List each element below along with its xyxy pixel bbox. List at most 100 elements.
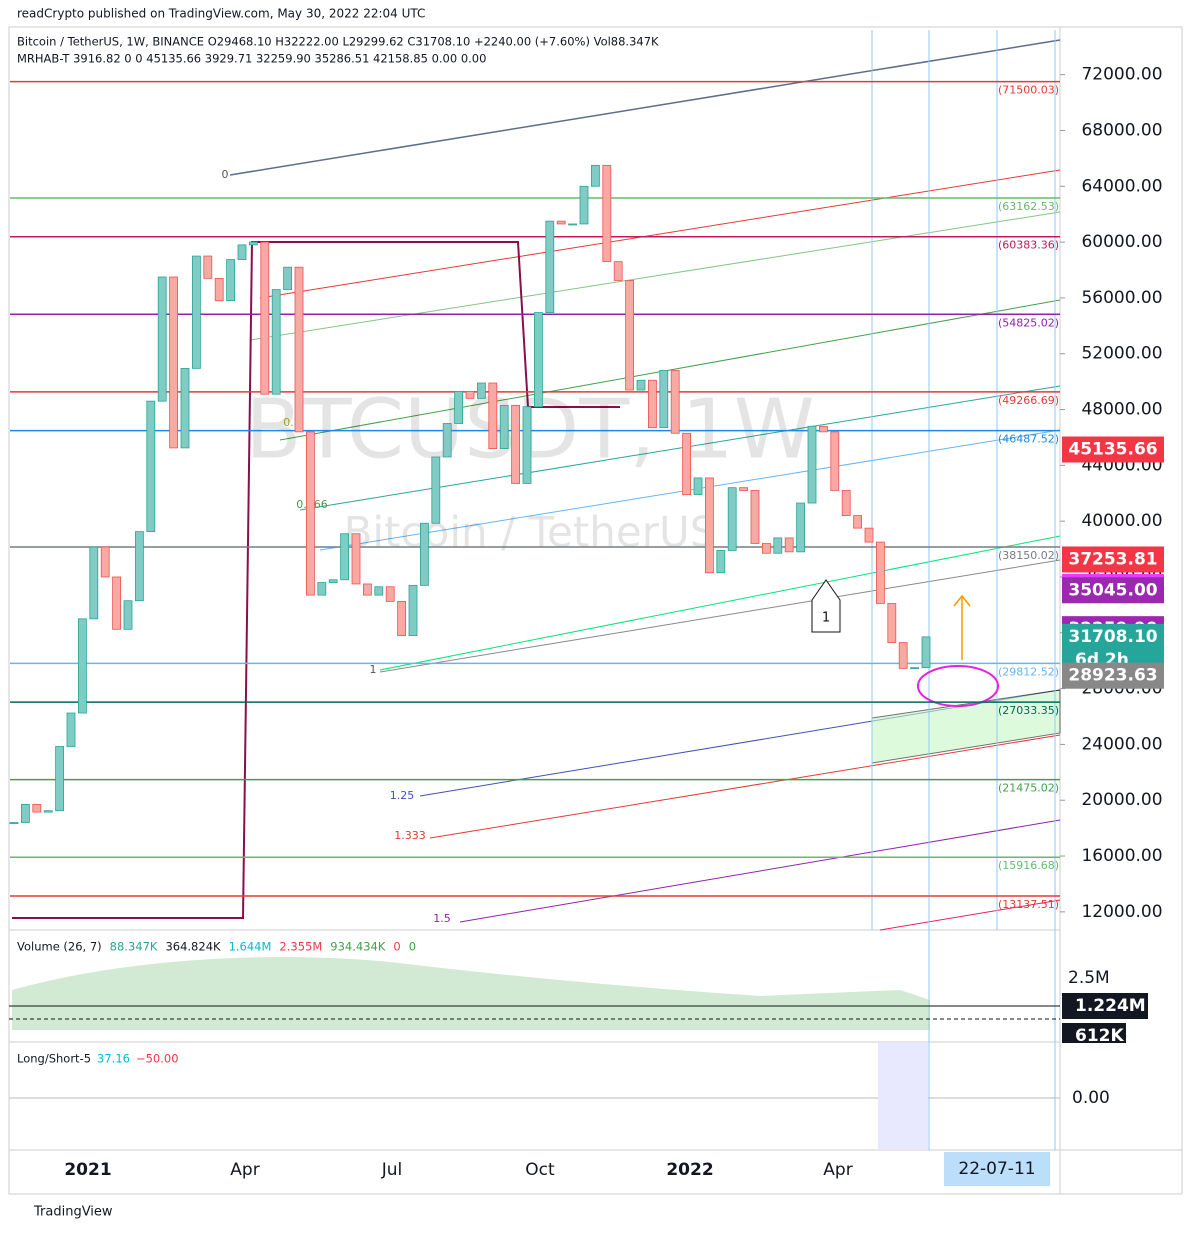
y-tick-label: 40000.00 — [1081, 511, 1162, 531]
candle-body — [545, 220, 555, 313]
ls-tick: 0.00 — [1072, 1088, 1110, 1108]
highlight-circle — [917, 665, 999, 707]
candle-body — [20, 804, 30, 823]
pane-legend: 934.434K — [330, 940, 386, 954]
arrow — [953, 594, 971, 660]
candle-body — [670, 370, 680, 434]
trend-line — [279, 299, 1061, 441]
candle-body — [214, 277, 224, 302]
x-tick-label: 2022 — [666, 1160, 713, 1180]
level-label: (46487.52) — [998, 433, 1059, 446]
volume-tick: 2.5M — [1068, 968, 1110, 988]
y-tick-label: 56000.00 — [1081, 288, 1162, 308]
candle-body — [283, 266, 293, 290]
price-badge-label: 45135.66 — [1068, 440, 1157, 460]
fib-label: 1 — [370, 663, 377, 676]
fib-label: 1.333 — [394, 829, 426, 842]
candle-body — [841, 490, 851, 516]
pane-legend: Volume (26, 7) — [17, 940, 102, 954]
candle-body — [43, 810, 53, 813]
trend-line — [429, 734, 1061, 839]
fib-label: 1.25 — [390, 789, 415, 802]
trend-line — [879, 899, 1061, 931]
candle-body — [682, 432, 691, 496]
trend-line — [229, 39, 1061, 176]
candle-body — [511, 404, 521, 484]
candle-body — [556, 220, 566, 225]
candle-body — [328, 579, 338, 583]
volume-badge — [1062, 993, 1148, 1019]
step-line — [12, 241, 620, 919]
candle-body — [78, 618, 87, 714]
pane-legend: 1.644M — [229, 940, 272, 954]
candle-body — [397, 600, 407, 636]
candle-body — [705, 477, 714, 574]
candle-body — [659, 370, 669, 429]
price-badge-label: 35045.00 — [1068, 580, 1157, 600]
legend-line: Bitcoin / TetherUS, 1W, BINANCE O29468.1… — [17, 35, 659, 49]
pane-legend: Long/Short-5 — [17, 1052, 91, 1066]
pane-legend: 2.355M — [279, 940, 322, 954]
candle-body — [579, 185, 589, 225]
candle-body — [534, 312, 543, 408]
volume-badge-label: 1.224M — [1075, 996, 1146, 1016]
level-label: (15916.68) — [998, 859, 1059, 872]
x-tick-label: Apr — [230, 1160, 259, 1180]
price-badge — [1062, 577, 1164, 604]
fib-label: 1.5 — [433, 912, 451, 925]
candle-body — [853, 515, 862, 529]
candle-body — [864, 527, 874, 543]
price-badge-label: 28923.63 — [1068, 666, 1157, 686]
footer: TradingView — [33, 1205, 113, 1220]
candle-body — [123, 600, 133, 630]
trend-line — [299, 385, 1061, 511]
pane-legend: 88.347K — [110, 940, 158, 954]
price-badge-label: 31708.10 — [1068, 627, 1157, 647]
candle-body — [442, 423, 452, 458]
fib-label: 0 — [222, 168, 229, 181]
candle-body — [727, 487, 737, 551]
candle-body — [89, 546, 99, 620]
x-tick-label: Oct — [525, 1160, 555, 1180]
candle-body — [773, 537, 783, 554]
header: readCrypto published on TradingView.com,… — [17, 7, 425, 21]
candle-body — [180, 367, 190, 449]
candle-body — [66, 712, 76, 747]
pane-legend: 0 — [393, 940, 400, 954]
candle-body — [716, 550, 726, 574]
y-tick-label: 48000.00 — [1081, 400, 1162, 420]
candle-body — [648, 379, 657, 429]
pane-legend: 37.16 — [97, 1052, 130, 1066]
level-label: (54825.02) — [998, 316, 1059, 329]
x-tick-label: 2021 — [64, 1160, 111, 1180]
candle-body — [613, 261, 623, 281]
level-label: (63162.53) — [998, 200, 1059, 213]
date-badge-label: 22-07-11 — [958, 1159, 1035, 1179]
candle-body — [169, 276, 179, 449]
candle-body — [887, 603, 897, 643]
date-badge — [944, 1152, 1050, 1186]
volume-badge-label: 612K — [1075, 1026, 1124, 1046]
trend-line — [249, 211, 1061, 341]
candle-body — [294, 266, 304, 433]
candle-body — [499, 404, 509, 450]
candle-body — [591, 164, 600, 187]
candle-body — [55, 746, 64, 812]
candle-body — [921, 636, 931, 669]
level-label: (13137.51) — [998, 898, 1059, 911]
x-tick-label: Jul — [381, 1160, 403, 1180]
trend-line — [379, 535, 1061, 671]
candle-body — [408, 584, 418, 636]
candle-body — [112, 576, 121, 630]
candle-body — [9, 822, 19, 824]
candle-body — [476, 382, 486, 399]
candle-body — [636, 379, 646, 391]
level-label: (71500.03) — [998, 84, 1059, 97]
candle-body — [191, 255, 201, 369]
candle-body — [317, 582, 327, 596]
trend-line — [459, 819, 1061, 923]
price-badge — [1062, 436, 1164, 463]
trend-line — [379, 559, 1061, 673]
level-label: (49266.69) — [998, 394, 1059, 407]
